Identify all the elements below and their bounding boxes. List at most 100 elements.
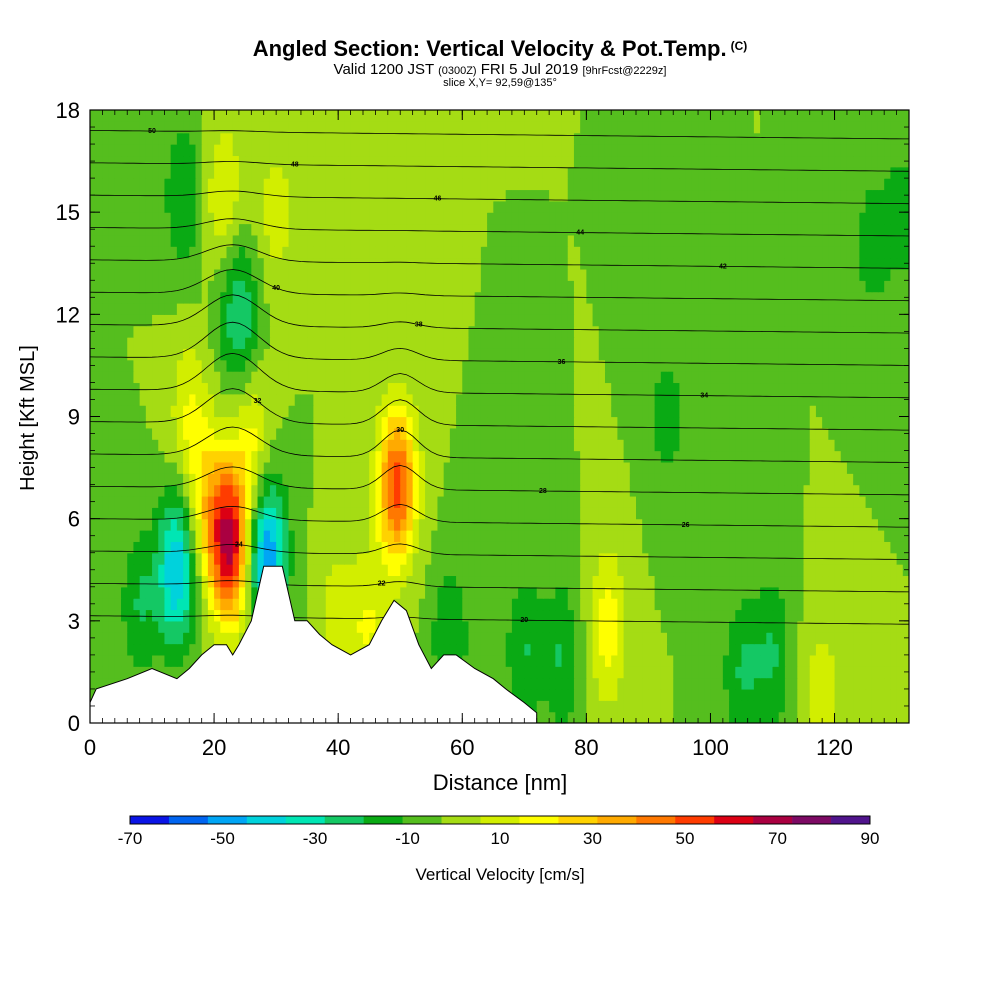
velocity-cell [133, 461, 141, 474]
velocity-cell [542, 632, 550, 645]
velocity-cell [884, 620, 891, 633]
velocity-cell [375, 314, 383, 327]
velocity-cell [747, 405, 755, 418]
velocity-cell [660, 586, 668, 599]
velocity-cell [654, 564, 662, 577]
velocity-cell [145, 495, 153, 508]
velocity-cell [214, 439, 221, 452]
velocity-cell [704, 666, 712, 679]
velocity-cell [840, 586, 848, 599]
velocity-cell [766, 586, 774, 599]
velocity-cell [549, 450, 556, 463]
velocity-cell [394, 541, 401, 554]
velocity-cell [592, 632, 600, 645]
velocity-cell [573, 382, 581, 395]
velocity-cell [623, 473, 631, 486]
velocity-cell [201, 291, 209, 304]
velocity-cell [462, 291, 470, 304]
velocity-cell [294, 325, 302, 338]
velocity-cell [443, 507, 451, 520]
velocity-cell [282, 541, 290, 554]
velocity-cell [220, 473, 228, 486]
velocity-cell [276, 291, 283, 304]
velocity-cell [784, 382, 792, 395]
velocity-cell [319, 371, 327, 384]
velocity-cell [815, 575, 823, 588]
velocity-cell [282, 393, 290, 406]
velocity-cell [555, 325, 563, 338]
velocity-cell [853, 337, 860, 349]
velocity-cell [269, 530, 277, 542]
velocity-cell [350, 518, 358, 531]
velocity-cell [257, 405, 265, 418]
velocity-cell [375, 382, 383, 395]
velocity-cell [592, 416, 600, 429]
velocity-cell [853, 666, 860, 679]
velocity-cell [542, 586, 550, 599]
velocity-cell [710, 711, 718, 723]
velocity-cell [127, 654, 135, 667]
velocity-cell [195, 507, 203, 520]
velocity-cell [536, 371, 544, 384]
velocity-cell [207, 359, 215, 372]
velocity-cell [437, 518, 445, 531]
velocity-cell [803, 337, 811, 349]
velocity-cell [536, 552, 544, 565]
velocity-cell [902, 654, 909, 667]
velocity-cell [760, 382, 767, 395]
velocity-cell [871, 393, 879, 406]
velocity-cell [102, 359, 110, 372]
velocity-cell [691, 405, 699, 418]
velocity-cell [667, 382, 674, 395]
velocity-cell [840, 598, 848, 611]
velocity-cell [791, 564, 798, 577]
velocity-cell [846, 473, 854, 486]
velocity-cell [313, 598, 321, 611]
velocity-cell [313, 507, 321, 520]
velocity-cell [449, 620, 457, 633]
velocity-cell [859, 416, 867, 429]
velocity-cell [536, 359, 544, 372]
velocity-cell [524, 427, 532, 440]
velocity-cell [400, 473, 408, 486]
velocity-cell [487, 302, 494, 315]
velocity-cell [220, 371, 228, 384]
velocity-cell [871, 586, 879, 599]
velocity-cell [791, 393, 798, 406]
velocity-cell [698, 632, 705, 645]
velocity-cell [145, 586, 153, 599]
velocity-cell [760, 416, 767, 429]
velocity-cell [288, 575, 296, 588]
velocity-cell [722, 371, 730, 384]
velocity-cell [735, 314, 743, 327]
velocity-cell [536, 393, 544, 406]
velocity-cell [313, 518, 321, 531]
velocity-cell [716, 688, 724, 701]
velocity-cell [524, 325, 532, 338]
velocity-cell [487, 666, 494, 679]
velocity-cell [468, 337, 476, 349]
velocity-cell [530, 450, 538, 463]
velocity-cell [797, 427, 805, 440]
velocity-cell [660, 405, 668, 418]
velocity-cell [822, 416, 829, 429]
velocity-cell [617, 632, 625, 645]
velocity-cell [307, 586, 314, 599]
velocity-cell [437, 359, 445, 372]
velocity-cell [896, 598, 904, 611]
velocity-cell [431, 541, 439, 554]
velocity-cell [797, 711, 805, 723]
velocity-cell [704, 405, 712, 418]
velocity-cell [685, 359, 693, 372]
velocity-cell [375, 518, 383, 531]
velocity-cell [462, 598, 470, 611]
velocity-cell [462, 643, 470, 656]
velocity-cell [338, 427, 345, 440]
velocity-cell [232, 337, 240, 349]
velocity-cell [871, 677, 879, 690]
velocity-cell [437, 382, 445, 395]
velocity-cell [288, 427, 296, 440]
velocity-cell [772, 575, 780, 588]
velocity-cell [815, 416, 823, 429]
velocity-cell [679, 337, 687, 349]
